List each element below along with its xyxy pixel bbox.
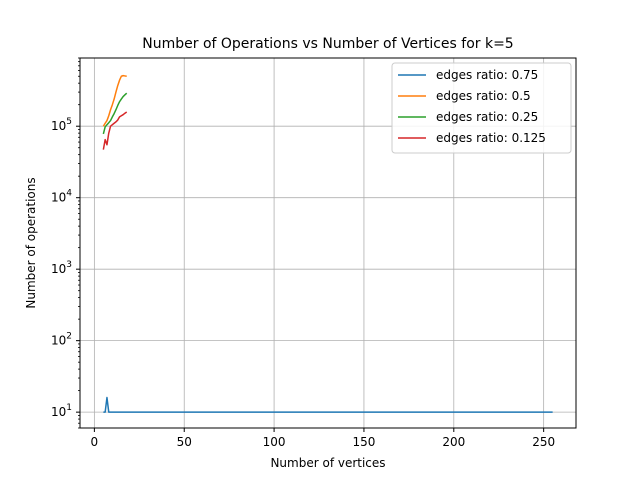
series-line (103, 396, 553, 413)
axis-ticks: 0 50 100 150 200 250 101 102 103 104 105 (51, 57, 555, 449)
y-tick-label: 104 (51, 189, 72, 205)
axes-frame (79, 57, 577, 429)
series-lines (102, 74, 553, 413)
x-tick-label: 0 (91, 435, 99, 449)
x-axis-label: Number of vertices (270, 456, 385, 470)
legend-box (391, 62, 572, 154)
x-tick-label: 250 (532, 435, 555, 449)
y-axis-label: Number of operations (24, 177, 38, 308)
legend-label: edges ratio: 0.25 (436, 110, 538, 124)
y-tick-label: 103 (51, 260, 72, 276)
legend-label: edges ratio: 0.125 (436, 131, 546, 145)
y-tick-label: 105 (51, 117, 72, 133)
x-tick-label: 150 (352, 435, 375, 449)
series-line (102, 111, 128, 150)
chart-title: Number of Operations vs Number of Vertic… (142, 36, 513, 52)
legend-label: edges ratio: 0.5 (436, 89, 531, 103)
x-tick-label: 200 (442, 435, 465, 449)
y-tick-label: 101 (51, 403, 72, 419)
y-tick-label: 102 (51, 332, 72, 348)
series-line (102, 92, 128, 135)
x-tick-label: 50 (177, 435, 192, 449)
legend-label: edges ratio: 0.75 (436, 68, 538, 82)
legend: edges ratio: 0.75 edges ratio: 0.5 edges r… (391, 62, 572, 154)
x-tick-label: 100 (263, 435, 286, 449)
series-line (102, 74, 127, 127)
